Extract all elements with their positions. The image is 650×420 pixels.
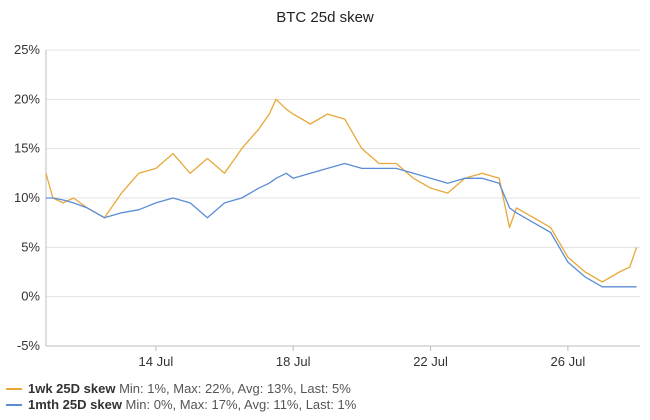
- legend-entry[interactable]: 1wk 25D skew Min: 1%, Max: 22%, Avg: 13%…: [28, 381, 351, 396]
- legend-series-name: 1mth 25D skew: [28, 397, 126, 412]
- x-tick-label: 14 Jul: [139, 354, 174, 369]
- legend-series-name: 1wk 25D skew: [28, 381, 119, 396]
- y-tick-label: -5%: [17, 338, 41, 353]
- y-tick-label: 5%: [21, 239, 40, 254]
- y-tick-label: 10%: [14, 190, 40, 205]
- y-tick-label: 0%: [21, 289, 40, 304]
- legend-series-stats: Min: 0%, Max: 17%, Avg: 11%, Last: 1%: [126, 397, 357, 412]
- legend-series-stats: Min: 1%, Max: 22%, Avg: 13%, Last: 5%: [119, 381, 351, 396]
- x-tick-label: 22 Jul: [413, 354, 448, 369]
- y-tick-label: 15%: [14, 141, 40, 156]
- legend-entry[interactable]: 1mth 25D skew Min: 0%, Max: 17%, Avg: 11…: [28, 397, 357, 412]
- x-tick-label: 18 Jul: [276, 354, 311, 369]
- y-tick-label: 25%: [14, 42, 40, 57]
- series-layer: [45, 98, 638, 288]
- chart-title: BTC 25d skew: [276, 9, 374, 26]
- series-line-1wk: [45, 98, 638, 283]
- x-tick-label: 26 Jul: [551, 354, 586, 369]
- grid-layer: [46, 49, 640, 347]
- y-tick-label: 20%: [14, 91, 40, 106]
- series-line-1mth: [46, 162, 637, 288]
- legend: 1wk 25D skew Min: 1%, Max: 22%, Avg: 13%…: [6, 381, 357, 412]
- axis-layer: 25% 20% 15% 10% 5% 0% -5% 14 Jul 18 Jul 22 Jul 26 …: [14, 42, 640, 369]
